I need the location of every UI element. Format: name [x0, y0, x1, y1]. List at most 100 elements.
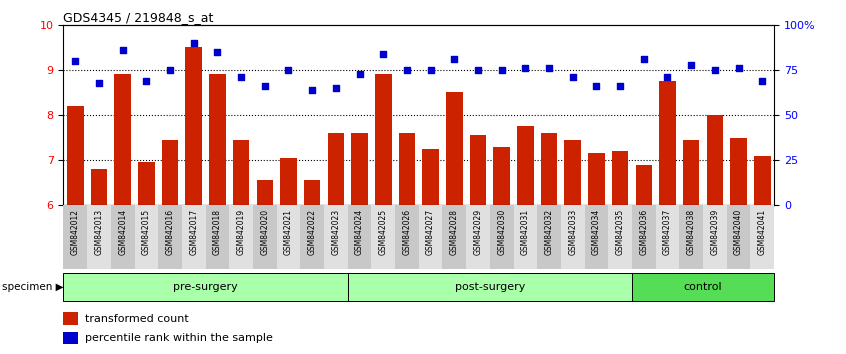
Point — [234, 74, 248, 80]
Text: post-surgery: post-surgery — [454, 282, 525, 292]
Point — [163, 67, 177, 73]
Point — [732, 65, 745, 70]
Bar — [185, 47, 202, 205]
Point — [282, 67, 295, 73]
Bar — [564, 140, 581, 205]
Bar — [514, 205, 537, 269]
Bar — [442, 205, 466, 269]
Text: GSM842017: GSM842017 — [190, 209, 198, 255]
Bar — [750, 205, 774, 269]
Point — [471, 67, 485, 73]
Bar — [206, 205, 229, 269]
Bar — [348, 205, 371, 269]
Bar — [371, 205, 395, 269]
Bar — [233, 140, 250, 205]
Text: specimen ▶: specimen ▶ — [2, 282, 63, 292]
Point — [211, 49, 224, 55]
Text: GSM842028: GSM842028 — [450, 209, 459, 255]
Text: GSM842013: GSM842013 — [95, 209, 103, 255]
Bar — [706, 115, 723, 205]
Point — [590, 83, 603, 88]
Text: GSM842032: GSM842032 — [545, 209, 553, 255]
Text: GSM842030: GSM842030 — [497, 209, 506, 255]
Point — [329, 85, 343, 91]
Text: GSM842039: GSM842039 — [711, 209, 719, 255]
Text: GSM842037: GSM842037 — [663, 209, 672, 255]
Bar — [561, 205, 585, 269]
Point — [116, 47, 129, 52]
Bar — [277, 205, 300, 269]
Bar — [632, 205, 656, 269]
Bar — [304, 181, 321, 205]
Bar — [517, 126, 534, 205]
Text: GSM842020: GSM842020 — [261, 209, 269, 255]
Text: GSM842025: GSM842025 — [379, 209, 387, 255]
Text: GSM842041: GSM842041 — [758, 209, 766, 255]
Point — [305, 87, 319, 93]
Bar — [63, 332, 78, 344]
Text: GSM842012: GSM842012 — [71, 209, 80, 255]
Point — [613, 83, 627, 88]
Bar — [612, 151, 629, 205]
Bar — [419, 205, 442, 269]
Text: GSM842026: GSM842026 — [403, 209, 411, 255]
Point — [495, 67, 508, 73]
Bar — [327, 133, 344, 205]
Text: GSM842038: GSM842038 — [687, 209, 695, 255]
Bar — [398, 133, 415, 205]
Bar — [585, 205, 608, 269]
Text: control: control — [684, 282, 722, 292]
Text: GSM842021: GSM842021 — [284, 209, 293, 255]
Bar — [111, 205, 135, 269]
Bar — [63, 312, 78, 325]
Bar — [375, 74, 392, 205]
Text: GSM842014: GSM842014 — [118, 209, 127, 255]
Bar — [324, 205, 348, 269]
Point — [661, 74, 674, 80]
Text: GDS4345 / 219848_s_at: GDS4345 / 219848_s_at — [63, 11, 214, 24]
Bar — [679, 205, 703, 269]
Point — [566, 74, 580, 80]
Text: percentile rank within the sample: percentile rank within the sample — [85, 333, 272, 343]
Bar — [300, 205, 324, 269]
Bar — [351, 133, 368, 205]
Bar — [588, 153, 605, 205]
Bar — [91, 169, 107, 205]
Bar — [493, 147, 510, 205]
Text: GSM842016: GSM842016 — [166, 209, 174, 255]
Bar — [158, 205, 182, 269]
Point — [140, 78, 153, 84]
Bar — [348, 273, 632, 301]
Bar — [608, 205, 632, 269]
Point — [376, 51, 390, 57]
Text: pre-surgery: pre-surgery — [173, 282, 238, 292]
Bar — [256, 181, 273, 205]
Point — [92, 81, 106, 86]
Text: GSM842019: GSM842019 — [237, 209, 245, 255]
Bar — [114, 74, 131, 205]
Text: GSM842027: GSM842027 — [426, 209, 435, 255]
Bar — [138, 162, 155, 205]
Bar — [63, 273, 348, 301]
Bar — [209, 74, 226, 205]
Bar — [162, 140, 179, 205]
Text: GSM842031: GSM842031 — [521, 209, 530, 255]
Bar — [466, 205, 490, 269]
Bar — [446, 92, 463, 205]
Text: transformed count: transformed count — [85, 314, 189, 324]
Bar — [659, 81, 676, 205]
Bar — [470, 135, 486, 205]
Bar — [63, 205, 87, 269]
Text: GSM842036: GSM842036 — [640, 209, 648, 255]
Bar — [754, 156, 771, 205]
Bar — [541, 133, 558, 205]
Point — [258, 83, 272, 88]
Bar — [632, 273, 774, 301]
Bar — [635, 165, 652, 205]
Bar — [253, 205, 277, 269]
Text: GSM842023: GSM842023 — [332, 209, 340, 255]
Bar — [727, 205, 750, 269]
Bar — [703, 205, 727, 269]
Point — [400, 67, 414, 73]
Bar — [280, 158, 297, 205]
